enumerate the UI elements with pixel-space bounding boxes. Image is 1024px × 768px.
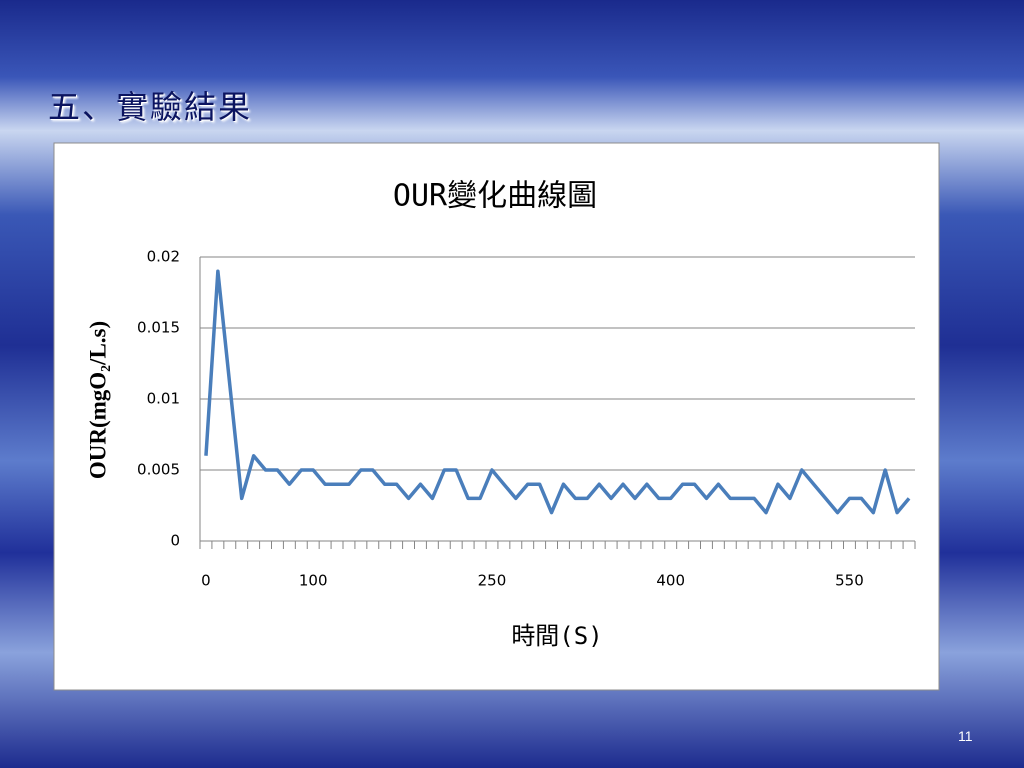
- y-tick-label: 0.005: [137, 461, 180, 479]
- y-tick-label: 0.02: [147, 248, 180, 266]
- x-tick-label: 550: [835, 572, 864, 590]
- x-tick-label: 400: [656, 572, 685, 590]
- slide-title: 五、實驗結果: [48, 88, 253, 126]
- data-line: [204, 269, 911, 515]
- y-tick-label: 0.01: [147, 390, 180, 408]
- y-tick-label: 0: [170, 532, 180, 550]
- x-tick-label: 250: [478, 572, 507, 590]
- x-tick-label: 100: [299, 572, 328, 590]
- chart-title: OUR變化曲線圖: [393, 179, 597, 214]
- x-tick-label: 0: [201, 572, 211, 590]
- x-axis-label: 時間(S): [511, 622, 602, 650]
- chart-area: [53, 142, 940, 691]
- y-tick-label: 0.015: [137, 319, 180, 337]
- y-axis-label: OUR(mgO₂/L.s): [85, 321, 110, 479]
- page-number: 11: [958, 728, 973, 744]
